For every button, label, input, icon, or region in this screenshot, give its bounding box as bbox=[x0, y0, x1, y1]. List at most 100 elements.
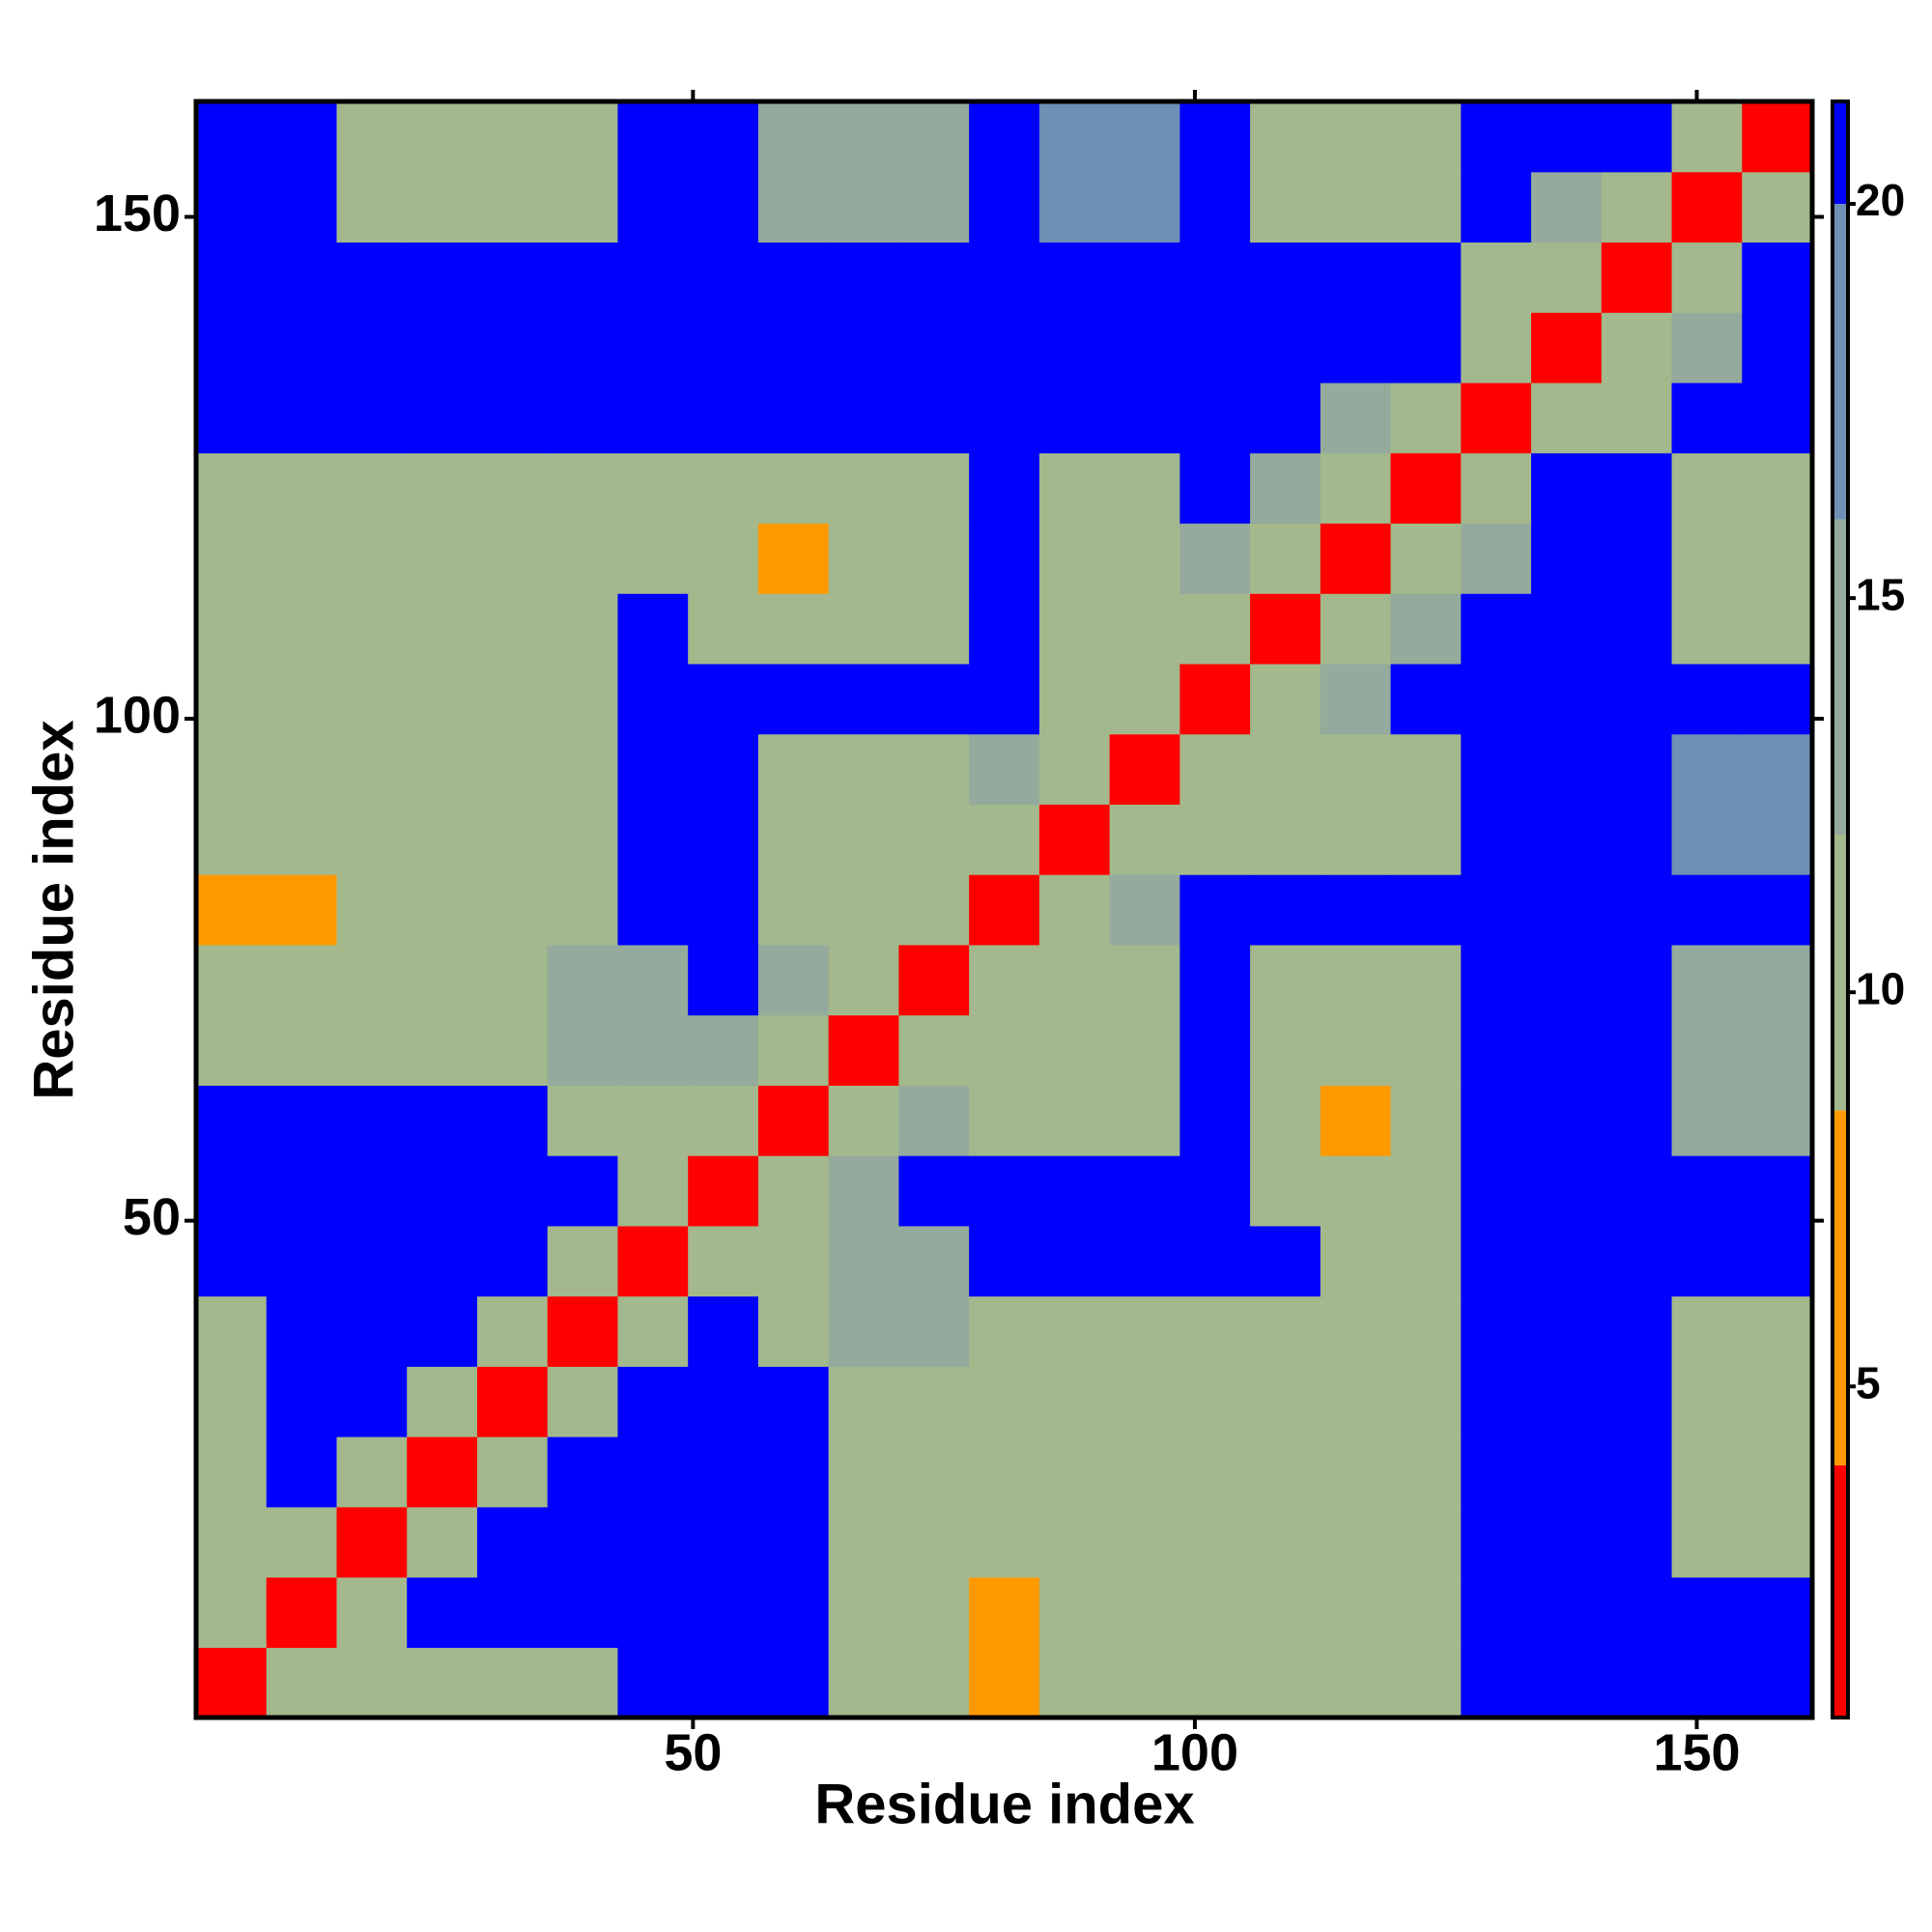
heatmap-cell bbox=[898, 242, 970, 313]
heatmap-cell bbox=[1601, 242, 1673, 313]
heatmap-cell bbox=[1320, 382, 1392, 454]
heatmap-cell bbox=[336, 944, 408, 1016]
heatmap-cell bbox=[969, 101, 1040, 173]
heatmap-cell bbox=[547, 804, 619, 875]
heatmap-cell bbox=[1461, 1085, 1532, 1156]
heatmap-cell bbox=[1742, 663, 1813, 735]
heatmap-cell bbox=[1179, 382, 1251, 454]
heatmap-cell bbox=[1742, 1225, 1813, 1297]
heatmap-cell bbox=[617, 1366, 689, 1437]
heatmap-cell bbox=[1531, 1436, 1603, 1508]
heatmap-cell bbox=[547, 1225, 619, 1297]
heatmap-cell bbox=[476, 593, 549, 665]
x-tick-label: 50 bbox=[664, 1723, 722, 1781]
heatmap-cell bbox=[1250, 452, 1321, 525]
heatmap-cell bbox=[1320, 242, 1392, 313]
heatmap-cell bbox=[407, 171, 478, 243]
heatmap-cell bbox=[1601, 1577, 1673, 1648]
heatmap-cell bbox=[1250, 804, 1321, 875]
heatmap-cell bbox=[1671, 1577, 1743, 1648]
heatmap-cell bbox=[688, 1436, 759, 1508]
heatmap-cell bbox=[688, 1366, 759, 1437]
y-axis-title: Residue index bbox=[22, 720, 85, 1099]
heatmap-cell bbox=[547, 1647, 619, 1719]
heatmap-cell bbox=[757, 1085, 830, 1156]
heatmap-cell bbox=[266, 1366, 338, 1437]
heatmap-cell bbox=[828, 663, 899, 735]
heatmap-cell bbox=[757, 663, 830, 735]
heatmap-cell bbox=[196, 1225, 268, 1297]
heatmap-cell bbox=[688, 523, 759, 594]
heatmap-cell bbox=[1320, 663, 1392, 735]
heatmap-cell bbox=[1671, 523, 1743, 594]
heatmap-cell bbox=[1250, 1366, 1321, 1437]
heatmap-cell bbox=[476, 171, 549, 243]
heatmap-cell bbox=[1601, 1647, 1673, 1719]
heatmap-cell bbox=[828, 1155, 899, 1227]
heatmap-cell bbox=[1038, 1506, 1111, 1578]
heatmap-cell bbox=[1179, 1225, 1251, 1297]
heatmap-cell bbox=[688, 874, 759, 946]
heatmap-cell bbox=[1038, 1436, 1111, 1508]
heatmap-cell bbox=[828, 1085, 899, 1156]
heatmap-cell bbox=[1671, 1647, 1743, 1719]
heatmap-cell bbox=[547, 312, 619, 384]
heatmap-cell bbox=[1038, 171, 1111, 243]
heatmap-cell bbox=[828, 382, 899, 454]
heatmap-cell bbox=[336, 733, 408, 805]
heatmap-cell bbox=[898, 1295, 970, 1367]
heatmap-cell bbox=[1461, 804, 1532, 875]
heatmap-cell bbox=[828, 312, 899, 384]
heatmap-cell bbox=[1742, 944, 1813, 1016]
heatmap-cell bbox=[1250, 733, 1321, 805]
heatmap-cell bbox=[547, 1506, 619, 1578]
heatmap-cell bbox=[336, 1506, 408, 1578]
heatmap-cell bbox=[1671, 663, 1743, 735]
heatmap-cell bbox=[196, 312, 268, 384]
heatmap-cell bbox=[407, 1085, 478, 1156]
heatmap-cell bbox=[1742, 1436, 1813, 1508]
heatmap-cell bbox=[1601, 1085, 1673, 1156]
heatmap-cell bbox=[1461, 1506, 1532, 1578]
heatmap-cell bbox=[898, 452, 970, 525]
heatmap-cell bbox=[1742, 1506, 1813, 1578]
heatmap-cell bbox=[898, 523, 970, 594]
heatmap-cell bbox=[1671, 1295, 1743, 1367]
heatmap-cell bbox=[196, 733, 268, 805]
heatmap-cell bbox=[757, 1014, 830, 1086]
heatmap-cell bbox=[266, 1577, 338, 1648]
heatmap-cell bbox=[196, 1085, 268, 1156]
heatmap-cell bbox=[969, 1366, 1040, 1437]
heatmap-cell bbox=[266, 1225, 338, 1297]
heatmap-cell bbox=[1461, 1155, 1532, 1227]
heatmap-cell bbox=[1531, 312, 1603, 384]
heatmap-cell bbox=[1320, 1295, 1392, 1367]
heatmap-cell bbox=[1390, 733, 1462, 805]
heatmap-cell bbox=[969, 1295, 1040, 1367]
heatmap-cell bbox=[617, 242, 689, 313]
heatmap-cell bbox=[266, 1295, 338, 1367]
heatmap-cell bbox=[688, 1577, 759, 1648]
heatmap-cell bbox=[898, 1647, 970, 1719]
colorbar-segment bbox=[1833, 204, 1848, 520]
heatmap-cell bbox=[969, 382, 1040, 454]
heatmap-cell bbox=[688, 663, 759, 735]
heatmap-cell bbox=[1179, 733, 1251, 805]
heatmap-cell bbox=[1390, 1295, 1462, 1367]
heatmap-cell bbox=[757, 523, 830, 594]
heatmap-cell bbox=[617, 1295, 689, 1367]
heatmap-cell bbox=[266, 523, 338, 594]
heatmap-cell bbox=[1179, 1577, 1251, 1648]
colorbar-segment bbox=[1833, 834, 1848, 1111]
heatmap-cell bbox=[407, 1155, 478, 1227]
heatmap-cell bbox=[757, 1577, 830, 1648]
heatmap-cell bbox=[688, 312, 759, 384]
heatmap-cell bbox=[828, 171, 899, 243]
heatmap-cell bbox=[196, 804, 268, 875]
heatmap-cell bbox=[1531, 1085, 1603, 1156]
heatmap-cell bbox=[1461, 171, 1532, 243]
heatmap-cell bbox=[688, 1014, 759, 1086]
y-tick-label: 150 bbox=[94, 185, 181, 242]
heatmap-cell bbox=[336, 593, 408, 665]
